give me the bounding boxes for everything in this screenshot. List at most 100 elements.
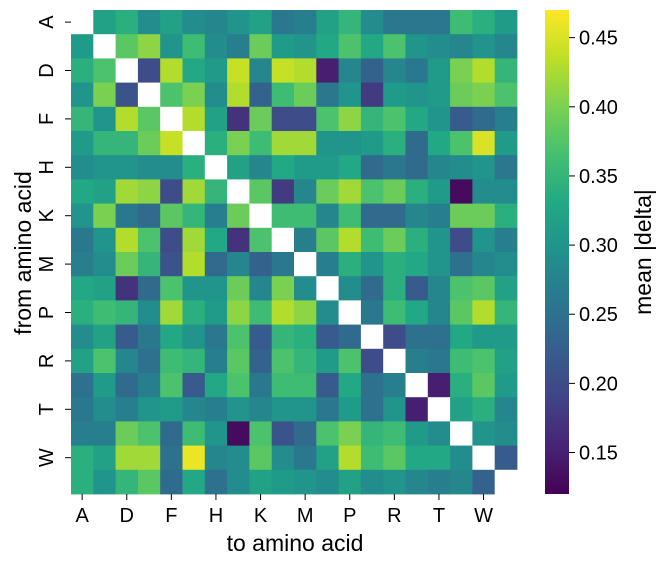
heatmap-cell-M-A — [71, 252, 94, 277]
heatmap-cell-T-R — [383, 397, 406, 422]
heatmap-cell-P-I — [227, 300, 250, 325]
heatmap-cell-S-W — [472, 373, 496, 398]
heatmap-cell-T-S — [405, 397, 429, 422]
heatmap-cell-N-V — [450, 276, 473, 301]
heatmap-cell-G-E — [137, 131, 161, 156]
heatmap-cell-M-V — [450, 252, 473, 277]
heatmap-cell-P-E — [137, 300, 161, 325]
heatmap-cell-Y-K — [249, 469, 273, 495]
x-tick-label: K — [254, 505, 268, 527]
heatmap-cell-N-L — [271, 276, 295, 301]
heatmap-cell-I-D — [115, 179, 139, 204]
heatmap-cell-F-N — [316, 106, 339, 132]
heatmap-cell-R-F — [160, 348, 183, 374]
heatmap-cell-G-I — [227, 131, 250, 156]
heatmap-cell-S-E — [137, 373, 161, 398]
heatmap-cell-Q-D — [115, 324, 139, 350]
heatmap-cell-L-C — [93, 227, 116, 253]
heatmap-cell-K-T — [427, 203, 451, 229]
heatmap-cell-S-L — [271, 373, 295, 398]
heatmap-cell-Y-S — [405, 469, 429, 495]
heatmap-cell-T-H — [204, 397, 228, 422]
heatmap-cell-R-T — [427, 348, 451, 374]
heatmap-cell-M-L — [271, 252, 295, 277]
heatmap-cell-T-K — [249, 397, 273, 422]
heatmap-cell-N-S — [405, 276, 429, 301]
heatmap-cell-V-M — [294, 421, 317, 446]
heatmap-cell-P-P — [338, 300, 362, 325]
heatmap-cell-F-G — [182, 106, 206, 132]
heatmap-cell-H-V — [450, 155, 473, 180]
heatmap-cell-F-M — [294, 106, 317, 132]
heatmap-cell-I-P — [338, 179, 362, 204]
heatmap-cell-S-M — [294, 373, 317, 398]
heatmap-cell-D-R — [383, 58, 406, 83]
heatmap-cell-C-A — [71, 34, 94, 59]
heatmap-cell-I-G — [182, 179, 206, 204]
heatmap-cell-E-E — [137, 82, 161, 108]
heatmap-cell-Y-Y — [494, 469, 518, 495]
heatmap-cell-C-T — [427, 34, 451, 59]
heatmap-cell-T-M — [294, 397, 317, 422]
heatmap-cell-A-R — [383, 10, 406, 35]
heatmap-cell-M-Y — [494, 252, 518, 277]
heatmap-cell-M-M — [294, 252, 317, 277]
heatmap-cell-H-K — [249, 155, 273, 180]
heatmap-cell-L-V — [450, 227, 473, 253]
heatmap-cell-D-W — [472, 58, 496, 83]
heatmap-cell-H-M — [294, 155, 317, 180]
heatmap-cell-T-I — [227, 397, 250, 422]
heatmap-cell-E-N — [316, 82, 339, 108]
heatmap-cell-Q-P — [338, 324, 362, 350]
heatmap-cell-P-Y — [494, 300, 518, 325]
heatmap-cell-W-W — [472, 445, 496, 471]
heatmap-cell-D-S — [405, 58, 429, 83]
heatmap-cell-V-V — [450, 421, 473, 446]
heatmap-cell-T-L — [271, 397, 295, 422]
heatmap-cell-D-C — [93, 58, 116, 83]
heatmap-cell-G-K — [249, 131, 273, 156]
heatmap-cell-E-H — [204, 82, 228, 108]
heatmap-cell-E-I — [227, 82, 250, 108]
heatmap-cell-Y-N — [316, 469, 339, 495]
heatmap-cell-P-N — [316, 300, 339, 325]
heatmap-cell-C-R — [383, 34, 406, 59]
heatmap-cell-R-C — [93, 348, 116, 374]
heatmap-cell-L-T — [427, 227, 451, 253]
heatmap-cell-Y-R — [383, 469, 406, 495]
heatmap-cell-I-N — [316, 179, 339, 204]
heatmap-cell-A-S — [405, 10, 429, 35]
heatmap-cell-D-Q — [360, 58, 384, 83]
heatmap-cell-K-G — [182, 203, 206, 229]
heatmap-cell-R-R — [383, 348, 406, 374]
y-tick-label: W — [36, 448, 58, 467]
colorbar-tick-label: 0.30 — [579, 235, 618, 257]
heatmap-cell-N-N — [316, 276, 339, 301]
heatmap-cell-T-G — [182, 397, 206, 422]
heatmap-cell-H-G — [182, 155, 206, 180]
heatmap-cell-I-L — [271, 179, 295, 204]
heatmap-cell-F-W — [472, 106, 496, 132]
heatmap-cell-R-E — [137, 348, 161, 374]
heatmap-cell-Y-L — [271, 469, 295, 495]
heatmap-cell-H-F — [160, 155, 183, 180]
heatmap-cell-I-A — [71, 179, 94, 204]
heatmap-cell-D-L — [271, 58, 295, 83]
heatmap-cell-L-A — [71, 227, 94, 253]
heatmap-cell-T-P — [338, 397, 362, 422]
heatmap-cell-L-D — [115, 227, 139, 253]
heatmap-cell-W-P — [338, 445, 362, 471]
heatmap-cell-S-K — [249, 373, 273, 398]
heatmap-cell-Q-I — [227, 324, 250, 350]
heatmap-cell-W-T — [427, 445, 451, 471]
heatmap-cell-H-W — [472, 155, 496, 180]
heatmap-cell-I-S — [405, 179, 429, 204]
y-tick-label: R — [36, 354, 58, 368]
heatmap-cell-W-K — [249, 445, 273, 471]
heatmap-cell-E-M — [294, 82, 317, 108]
heatmap-cell-S-C — [93, 373, 116, 398]
heatmap-cell-D-A — [71, 58, 94, 83]
heatmap-cell-C-W — [472, 34, 496, 59]
y-tick-label: H — [36, 160, 58, 174]
